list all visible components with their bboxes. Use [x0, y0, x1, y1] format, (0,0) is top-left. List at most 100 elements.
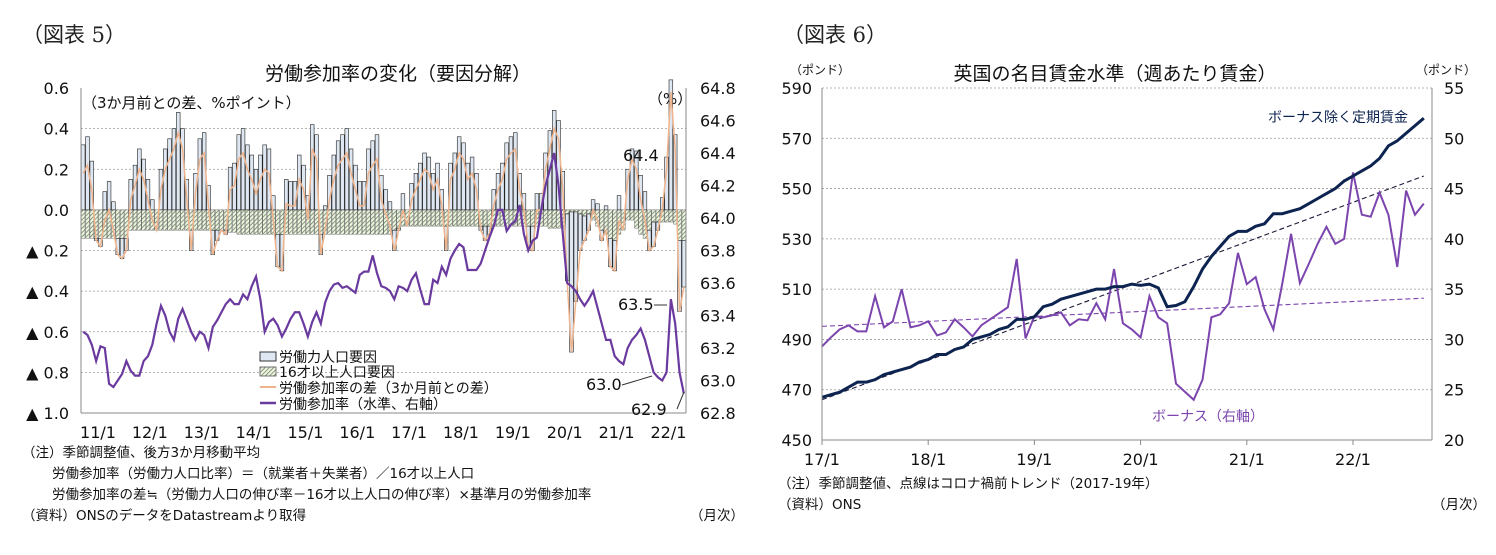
- bar-pop-factor: [344, 209, 349, 235]
- bar-pop-factor: [578, 209, 583, 215]
- y2-tick-label: 40: [1444, 230, 1464, 249]
- bar-labor-factor: [422, 152, 427, 211]
- bar-labor-factor: [400, 193, 406, 211]
- bar-pop-factor: [361, 209, 367, 235]
- bar-pop-factor: [266, 209, 272, 235]
- bar-pop-factor: [379, 209, 384, 235]
- y-tick-label: ▲ 0.6: [26, 323, 69, 342]
- x-tick-label: 17/1: [804, 450, 840, 469]
- bar-labor-factor: [167, 138, 172, 211]
- y2-tick-label: 64.6: [700, 112, 736, 131]
- bar-pop-factor: [275, 209, 280, 235]
- chart-participation: 労働参加率の変化（要因分解） （3か月前との差、%ポイント） （%） 0.60.…: [22, 63, 744, 524]
- y-tick-label: 510: [781, 280, 812, 299]
- bar-pop-factor: [349, 209, 354, 235]
- bar-labor-factor: [288, 181, 293, 211]
- bar-labor-factor: [301, 164, 306, 211]
- chart1-note-2: 労働参加率（労働力人口比率）＝（就業者＋失業者）／16才以上人口: [52, 465, 474, 482]
- y2-tick-label: 50: [1444, 129, 1464, 148]
- bar-pop-factor: [228, 209, 233, 233]
- chart2-source: （資料）ONS: [778, 497, 861, 513]
- bar-pop-factor: [569, 209, 574, 213]
- y-tick-label: 0.0: [44, 201, 69, 220]
- y-tick-label: 0.6: [44, 79, 69, 98]
- bar-pop-factor: [651, 209, 656, 223]
- bar-pop-factor: [132, 209, 138, 231]
- bar-labor-factor: [145, 179, 151, 211]
- bar-pop-factor: [297, 209, 302, 235]
- bar-pop-factor: [232, 209, 237, 233]
- bar-pop-factor: [647, 209, 652, 231]
- chart2-note: （注）季節調整値、点線はコロナ禍前トレンド（2017-19年）: [778, 475, 1158, 492]
- bar-pop-factor: [236, 209, 241, 235]
- bar-pop-factor: [452, 209, 457, 227]
- bar-pop-factor: [582, 209, 587, 217]
- bar-pop-factor: [638, 209, 643, 235]
- bar-pop-factor: [89, 209, 94, 239]
- bar-labor-factor: [469, 156, 475, 211]
- bar-pop-factor: [681, 209, 686, 241]
- bar-pop-factor: [163, 209, 168, 231]
- label-regular-pay: ボーナス除く定期賃金: [1268, 110, 1408, 126]
- bar-pop-factor: [81, 209, 86, 239]
- bar-pop-factor: [353, 209, 358, 235]
- y2-tick-label: 64.8: [700, 79, 736, 98]
- y-tick-label: 450: [781, 431, 812, 450]
- bar-pop-factor: [392, 209, 397, 231]
- x-tick-label: 14/1: [236, 423, 272, 442]
- bar-pop-factor: [552, 209, 557, 229]
- bar-pop-factor: [625, 209, 630, 221]
- y2-tick-label: 62.8: [700, 404, 736, 423]
- bar-pop-factor: [370, 209, 375, 235]
- y2-tick-label: 30: [1444, 330, 1464, 349]
- bar-labor-factor: [171, 128, 177, 211]
- bar-pop-factor: [470, 209, 475, 227]
- bar-labor-factor: [681, 240, 687, 288]
- bar-labor-factor: [322, 205, 328, 211]
- bar-pop-factor: [526, 209, 531, 227]
- chart1-x-unit: （月次）: [690, 508, 744, 524]
- bar-pop-factor: [668, 209, 673, 223]
- bar-pop-factor: [258, 209, 263, 235]
- label-bonus: ボーナス（右軸）: [1152, 409, 1264, 425]
- bar-pop-factor: [413, 209, 418, 227]
- bar-labor-factor: [111, 201, 116, 211]
- bar-labor-factor: [418, 162, 423, 211]
- y2-tick-label: 64.4: [700, 144, 736, 163]
- y-tick-label: 0.2: [44, 160, 69, 179]
- chart1-note-1: （注）季節調整値、後方3か月移動平均: [22, 445, 260, 461]
- bar-labor-factor: [176, 112, 181, 211]
- y-tick-label: 530: [781, 230, 812, 249]
- y2-tick-label: 63.4: [700, 307, 736, 326]
- bar-pop-factor: [586, 209, 591, 215]
- line-participation-diff: [82, 92, 685, 353]
- bar-labor-factor: [383, 189, 388, 211]
- bar-pop-factor: [197, 209, 202, 231]
- line-participation-rate: [82, 152, 685, 394]
- bar-pop-factor: [141, 209, 146, 231]
- bar-pop-factor: [547, 209, 552, 229]
- chart1-title: 労働参加率の変化（要因分解）: [265, 63, 531, 85]
- chart1-lines: [82, 92, 685, 394]
- y-tick-label: 590: [781, 79, 812, 98]
- bar-pop-factor: [310, 209, 315, 235]
- bar-labor-factor: [603, 205, 609, 211]
- y-tick-label: ▲ 0.4: [26, 282, 69, 301]
- bar-pop-factor: [655, 209, 660, 223]
- x-tick-label: 13/1: [184, 423, 220, 442]
- legend-swatch-labor: [259, 351, 277, 362]
- trendline-bonus: [821, 297, 1424, 327]
- y2-tick-label: 64.0: [700, 209, 736, 228]
- annotation-63-0: 63.0: [586, 375, 622, 394]
- bar-pop-factor: [530, 209, 535, 227]
- bar-pop-factor: [374, 209, 380, 235]
- annotation-62-9-leader: [676, 391, 685, 410]
- bar-labor-factor: [638, 175, 643, 211]
- bar-pop-factor: [249, 209, 254, 235]
- bar-labor-factor: [456, 136, 462, 211]
- bar-labor-factor: [141, 158, 146, 211]
- x-tick-label: 18/1: [443, 423, 479, 442]
- bar-labor-factor: [452, 152, 457, 211]
- bar-pop-factor: [167, 209, 172, 231]
- chart2-y2-label: （ポンド）: [1416, 63, 1476, 77]
